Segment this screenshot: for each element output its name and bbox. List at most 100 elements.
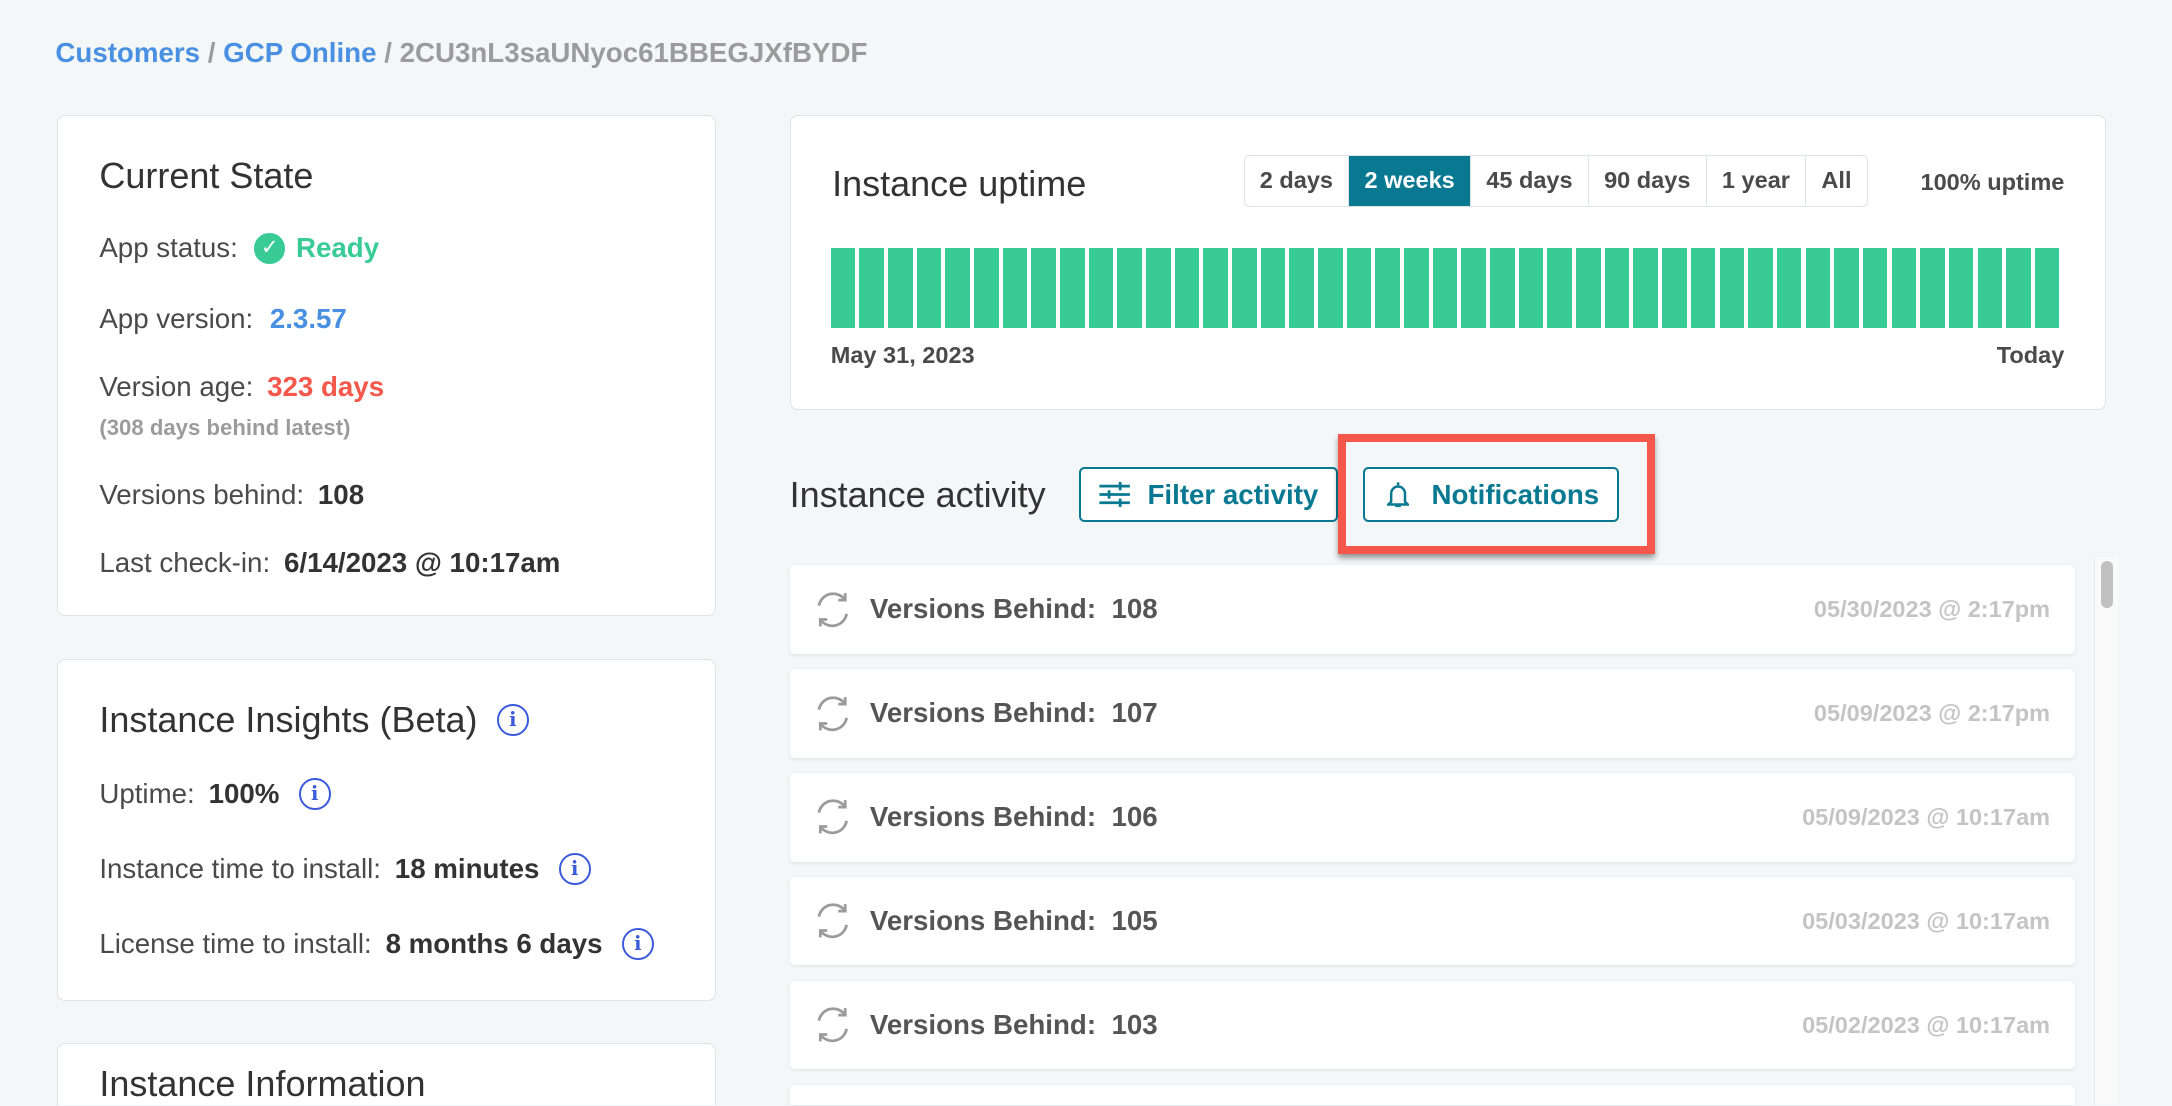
install-time-row: Instance time to install: 18 minutes i [99, 852, 591, 885]
refresh-icon [817, 1007, 848, 1043]
activity-item[interactable]: Versions Behind: 108 05/30/2023 @ 2:17pm [789, 565, 2076, 654]
uptime-bar[interactable] [1031, 247, 1056, 328]
uptime-bar[interactable] [1289, 247, 1314, 328]
range-option[interactable]: 2 weeks [1349, 155, 1471, 206]
breadcrumb-customers[interactable]: Customers [55, 37, 201, 69]
breadcrumb-separator: / [207, 37, 216, 69]
scrollbar-thumb[interactable] [2100, 560, 2114, 609]
uptime-bar[interactable] [1117, 247, 1142, 328]
uptime-bar[interactable] [888, 247, 913, 328]
uptime-bar[interactable] [1060, 247, 1085, 328]
activity-value: 105 [1111, 905, 1158, 937]
uptime-bar[interactable] [1002, 247, 1028, 328]
uptime-bar[interactable] [1518, 247, 1544, 328]
filter-activity-button[interactable]: Filter activity [1079, 466, 1339, 523]
uptime-bar[interactable] [2006, 247, 2031, 328]
uptime-bar[interactable] [1547, 247, 1572, 328]
uptime-bar[interactable] [1690, 247, 1716, 328]
uptime-bar[interactable] [1490, 247, 1515, 328]
activity-label: Versions Behind: 103 [870, 1009, 1158, 1041]
install-time-value: 18 minutes [394, 852, 540, 884]
uptime-bar[interactable] [1318, 247, 1343, 328]
last-checkin-row: Last check-in: 6/14/2023 @ 10:17am [99, 547, 560, 579]
uptime-bar[interactable] [1633, 247, 1658, 328]
refresh-icon [817, 799, 848, 835]
uptime-bar[interactable] [1203, 247, 1228, 328]
activity-item[interactable]: Versions Behind: 107 05/09/2023 @ 2:17pm [789, 669, 2076, 758]
notifications-button[interactable]: Notifications [1363, 466, 1620, 523]
info-icon[interactable]: i [298, 778, 331, 810]
card-title: Instance uptime [832, 163, 1087, 205]
instance-insights-card: Instance Insights (Beta) i Uptime: 100% … [56, 659, 717, 1002]
range-option[interactable]: 2 days [1245, 155, 1350, 206]
label: Uptime: [99, 778, 195, 810]
uptime-bar[interactable] [1146, 247, 1171, 328]
activity-item[interactable]: Versions Behind: 105 05/03/2023 @ 10:17am [789, 876, 2076, 966]
license-time-value: 8 months 6 days [385, 927, 603, 959]
app-version-value: 2.3.57 [269, 302, 347, 334]
version-age-value: 323 days [267, 370, 385, 402]
uptime-bar[interactable] [1977, 247, 2003, 328]
activity-item[interactable]: Versions Behind: 103 05/02/2023 @ 10:17am [789, 980, 2076, 1070]
label: App status: [99, 232, 238, 264]
activity-timestamp: 05/30/2023 @ 2:17pm [1813, 595, 2051, 622]
uptime-bar[interactable] [1260, 247, 1286, 328]
info-icon[interactable]: i [621, 927, 654, 960]
scrollbar[interactable] [2094, 556, 2118, 1106]
uptime-bar[interactable] [1174, 247, 1200, 328]
activity-value: 103 [1111, 1009, 1158, 1041]
activity-item[interactable] [789, 1084, 2076, 1106]
uptime-bar[interactable] [1404, 247, 1429, 328]
uptime-summary: 100% uptime [1920, 168, 2065, 195]
uptime-bar[interactable] [1375, 247, 1400, 328]
activity-timestamp: 05/02/2023 @ 10:17am [1802, 1011, 2051, 1038]
activity-value: 107 [1111, 697, 1158, 729]
uptime-bar[interactable] [945, 247, 970, 328]
uptime-bar[interactable] [1719, 247, 1744, 328]
uptime-bar[interactable] [1805, 247, 1830, 328]
breadcrumb: Customers / GCP Online / 2CU3nL3saUNyoc6… [55, 37, 867, 69]
uptime-bar[interactable] [1604, 247, 1630, 328]
uptime-bar[interactable] [1346, 247, 1372, 328]
uptime-bar[interactable] [1461, 247, 1486, 328]
uptime-bar[interactable] [1088, 247, 1114, 328]
activity-type: Versions Behind: [869, 1009, 1097, 1041]
range-option[interactable]: 1 year [1707, 155, 1807, 206]
uptime-bar[interactable] [859, 247, 884, 328]
uptime-bar[interactable] [1232, 247, 1257, 328]
uptime-bar[interactable] [1948, 247, 1974, 328]
activity-type: Versions Behind: [869, 801, 1097, 833]
license-time-row: License time to install: 8 months 6 days… [99, 927, 654, 960]
activity-title: Instance activity [789, 473, 1046, 515]
range-selector: 2 days 2 weeks 45 days 90 days 1 year All [1243, 154, 1868, 207]
uptime-bar[interactable] [1576, 247, 1601, 328]
uptime-bar[interactable] [1891, 247, 1917, 328]
uptime-bar[interactable] [2034, 247, 2060, 328]
uptime-bar[interactable] [974, 247, 999, 328]
uptime-bar[interactable] [1862, 247, 1888, 328]
uptime-bar[interactable] [1662, 247, 1687, 328]
breadcrumb-customer[interactable]: GCP Online [223, 37, 377, 69]
uptime-bar[interactable] [1432, 247, 1458, 328]
uptime-bar[interactable] [1920, 247, 1945, 328]
range-option[interactable]: All [1821, 166, 1852, 193]
uptime-bar[interactable] [1776, 247, 1802, 328]
info-icon[interactable]: i [558, 853, 591, 885]
breadcrumb-separator: / [384, 37, 392, 69]
range-option[interactable]: 90 days [1589, 155, 1707, 206]
range-option[interactable]: 45 days [1471, 155, 1589, 206]
uptime-bar[interactable] [830, 247, 856, 328]
uptime-bar[interactable] [916, 247, 942, 328]
info-icon[interactable]: i [496, 704, 529, 736]
activity-item[interactable]: Versions Behind: 106 05/09/2023 @ 10:17am [789, 772, 2076, 862]
uptime-bar[interactable] [1834, 247, 1859, 328]
label: Last check-in: [99, 546, 271, 578]
uptime-row: Uptime: 100% i [99, 778, 331, 810]
uptime-bar[interactable] [1748, 247, 1773, 328]
refresh-icon [817, 903, 848, 939]
app-status-value: Ready [296, 232, 380, 264]
versions-behind-value: 108 [317, 478, 365, 510]
label: Instance time to install: [99, 852, 381, 884]
current-state-card: Current State App status: ✓ Ready App ve… [56, 114, 717, 617]
